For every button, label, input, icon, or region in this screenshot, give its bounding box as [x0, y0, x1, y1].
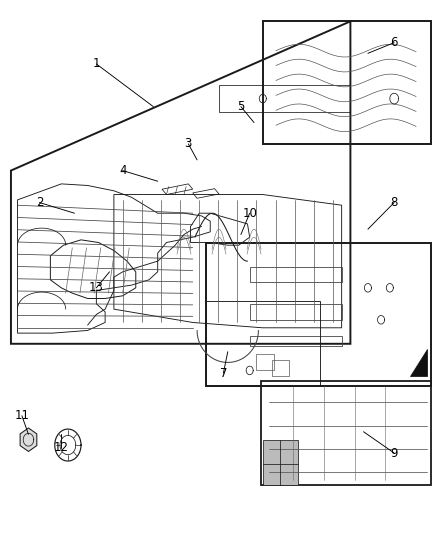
Text: 7: 7 — [219, 367, 227, 379]
Text: 4: 4 — [119, 164, 127, 177]
Text: 6: 6 — [390, 36, 398, 49]
Polygon shape — [263, 440, 298, 485]
Text: 5: 5 — [237, 100, 244, 113]
Text: 3: 3 — [185, 138, 192, 150]
Polygon shape — [410, 349, 427, 376]
Text: 11: 11 — [14, 409, 29, 422]
Text: 8: 8 — [391, 196, 398, 209]
Text: 10: 10 — [242, 207, 257, 220]
Text: 1: 1 — [92, 58, 100, 70]
Text: 12: 12 — [54, 441, 69, 454]
Polygon shape — [20, 428, 37, 451]
Text: 13: 13 — [89, 281, 104, 294]
Text: 9: 9 — [390, 447, 398, 459]
Text: 2: 2 — [35, 196, 43, 209]
